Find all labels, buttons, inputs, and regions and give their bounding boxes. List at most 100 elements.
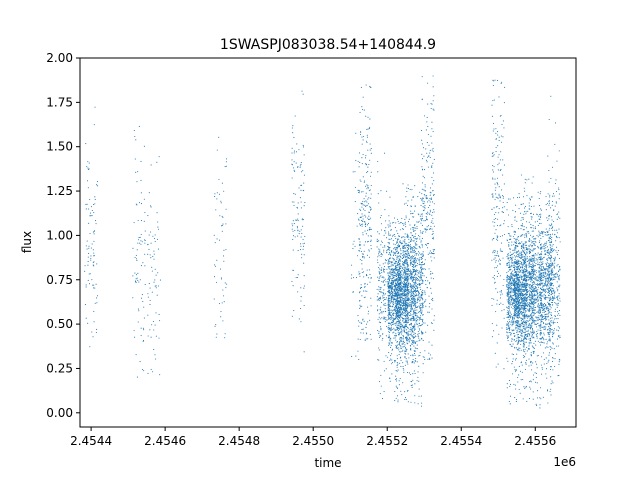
data-point: [155, 274, 157, 276]
data-point: [389, 380, 391, 382]
data-point: [419, 283, 421, 286]
data-point: [414, 266, 416, 268]
data-point: [370, 234, 372, 237]
data-point: [400, 265, 402, 268]
data-point: [410, 237, 412, 239]
data-point: [379, 249, 381, 251]
data-point: [398, 267, 401, 269]
data-point: [300, 287, 302, 289]
data-point: [378, 336, 380, 338]
data-point: [302, 238, 304, 241]
data-point: [360, 209, 362, 211]
data-point: [406, 298, 408, 300]
data-point: [514, 269, 516, 271]
data-point: [91, 243, 93, 245]
data-point: [358, 325, 360, 327]
data-point: [491, 155, 493, 157]
data-point: [385, 298, 387, 300]
data-point: [369, 126, 371, 128]
data-point: [397, 284, 400, 286]
data-point: [399, 310, 401, 312]
data-point: [402, 362, 404, 364]
data-point: [412, 196, 414, 198]
data-point: [378, 277, 380, 279]
data-point: [380, 269, 382, 271]
data-point: [367, 128, 369, 130]
data-point: [376, 246, 378, 248]
data-point: [399, 282, 401, 284]
data-point: [393, 279, 395, 281]
data-point: [376, 305, 379, 307]
data-point: [87, 167, 89, 169]
data-point: [85, 286, 87, 288]
data-point: [518, 299, 520, 301]
data-point: [387, 224, 389, 226]
data-point: [367, 217, 369, 219]
data-point: [497, 239, 499, 241]
data-point: [404, 310, 406, 312]
data-point: [504, 86, 506, 88]
data-point: [425, 283, 427, 286]
data-point: [149, 329, 151, 331]
data-point: [512, 354, 515, 356]
data-point: [300, 163, 302, 165]
data-point: [303, 304, 305, 307]
data-point: [395, 280, 397, 282]
data-point: [219, 268, 221, 270]
data-point: [405, 314, 407, 316]
data-point: [515, 328, 517, 330]
data-point: [425, 243, 427, 246]
data-point: [389, 246, 391, 249]
data-point: [428, 357, 430, 359]
data-point: [496, 237, 498, 239]
data-point: [413, 334, 415, 336]
data-point: [400, 306, 402, 308]
data-point: [403, 263, 405, 265]
data-point: [402, 338, 404, 340]
data-point: [385, 310, 387, 313]
data-point: [409, 274, 411, 276]
data-point: [433, 319, 435, 321]
data-point: [507, 253, 509, 255]
data-point: [301, 257, 303, 259]
data-point: [298, 149, 300, 151]
data-point: [402, 251, 404, 253]
data-point: [499, 275, 501, 277]
data-point: [395, 345, 397, 347]
data-point: [397, 272, 399, 275]
data-point: [370, 206, 372, 208]
data-point: [370, 240, 372, 243]
data-point: [392, 294, 394, 296]
data-point: [392, 258, 395, 260]
data-point: [418, 311, 421, 313]
data-point: [404, 263, 406, 265]
data-point: [93, 212, 95, 214]
data-point: [429, 213, 431, 215]
data-point: [496, 182, 498, 184]
data-point: [300, 201, 302, 203]
data-point: [390, 282, 392, 284]
data-point: [359, 338, 361, 341]
data-point: [508, 276, 510, 278]
data-point: [421, 323, 423, 325]
data-point: [427, 358, 429, 360]
data-point: [396, 386, 398, 389]
data-point: [398, 327, 400, 329]
data-point: [388, 352, 390, 354]
data-point: [410, 278, 412, 280]
data-point: [421, 258, 423, 260]
data-point: [378, 298, 380, 300]
data-point: [399, 265, 401, 267]
data-point: [421, 261, 424, 263]
data-point: [423, 201, 425, 203]
data-point: [431, 121, 433, 123]
data-point: [424, 195, 426, 197]
data-point: [428, 283, 431, 285]
data-point: [405, 398, 407, 400]
data-point: [362, 139, 364, 141]
data-point: [514, 260, 516, 263]
data-point: [512, 297, 514, 299]
data-point: [526, 195, 528, 197]
data-point: [359, 179, 361, 181]
data-point: [369, 206, 371, 208]
